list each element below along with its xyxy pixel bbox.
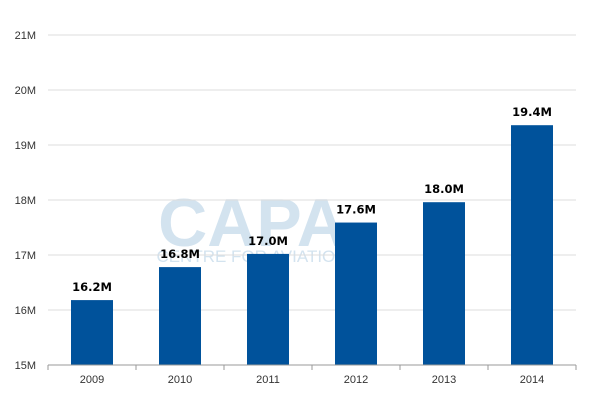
data-label: 17.6M [336,203,376,217]
gridlines [48,34,576,311]
x-axis: 2009 2010 2011 2012 2013 2014 [47,364,577,386]
x-tick-label: 2012 [344,374,368,386]
x-tick-label: 2009 [80,374,104,386]
data-label: 16.8M [160,247,200,261]
data-labels: 16.2M 16.8M 17.0M 17.6M 18.0M 19.4M [72,105,552,294]
x-tick-label: 2011 [256,374,280,386]
y-tick-label: 21M [15,30,36,42]
bar-series [71,125,553,365]
x-tick-label: 2013 [432,374,456,386]
data-label: 17.0M [248,234,288,248]
x-tick-label: 2014 [520,374,544,386]
watermark-logo-text: CAPA [158,185,346,261]
bar [511,125,553,365]
bar [423,202,465,365]
data-label: 16.2M [72,280,112,294]
y-tick-label: 15M [15,360,36,372]
y-tick-label: 20M [15,85,36,97]
x-tick-label: 2010 [168,374,192,386]
y-tick-label: 18M [15,195,36,207]
bar [159,267,201,365]
y-tick-label: 19M [15,140,36,152]
bar [71,300,113,365]
bar [335,222,377,365]
y-axis: 15M 16M 17M 18M 19M 20M 21M [15,30,36,372]
y-tick-label: 17M [15,250,36,262]
data-label: 18.0M [424,182,464,196]
bar [247,253,289,365]
data-label: 19.4M [512,105,552,119]
y-tick-label: 16M [15,305,36,317]
